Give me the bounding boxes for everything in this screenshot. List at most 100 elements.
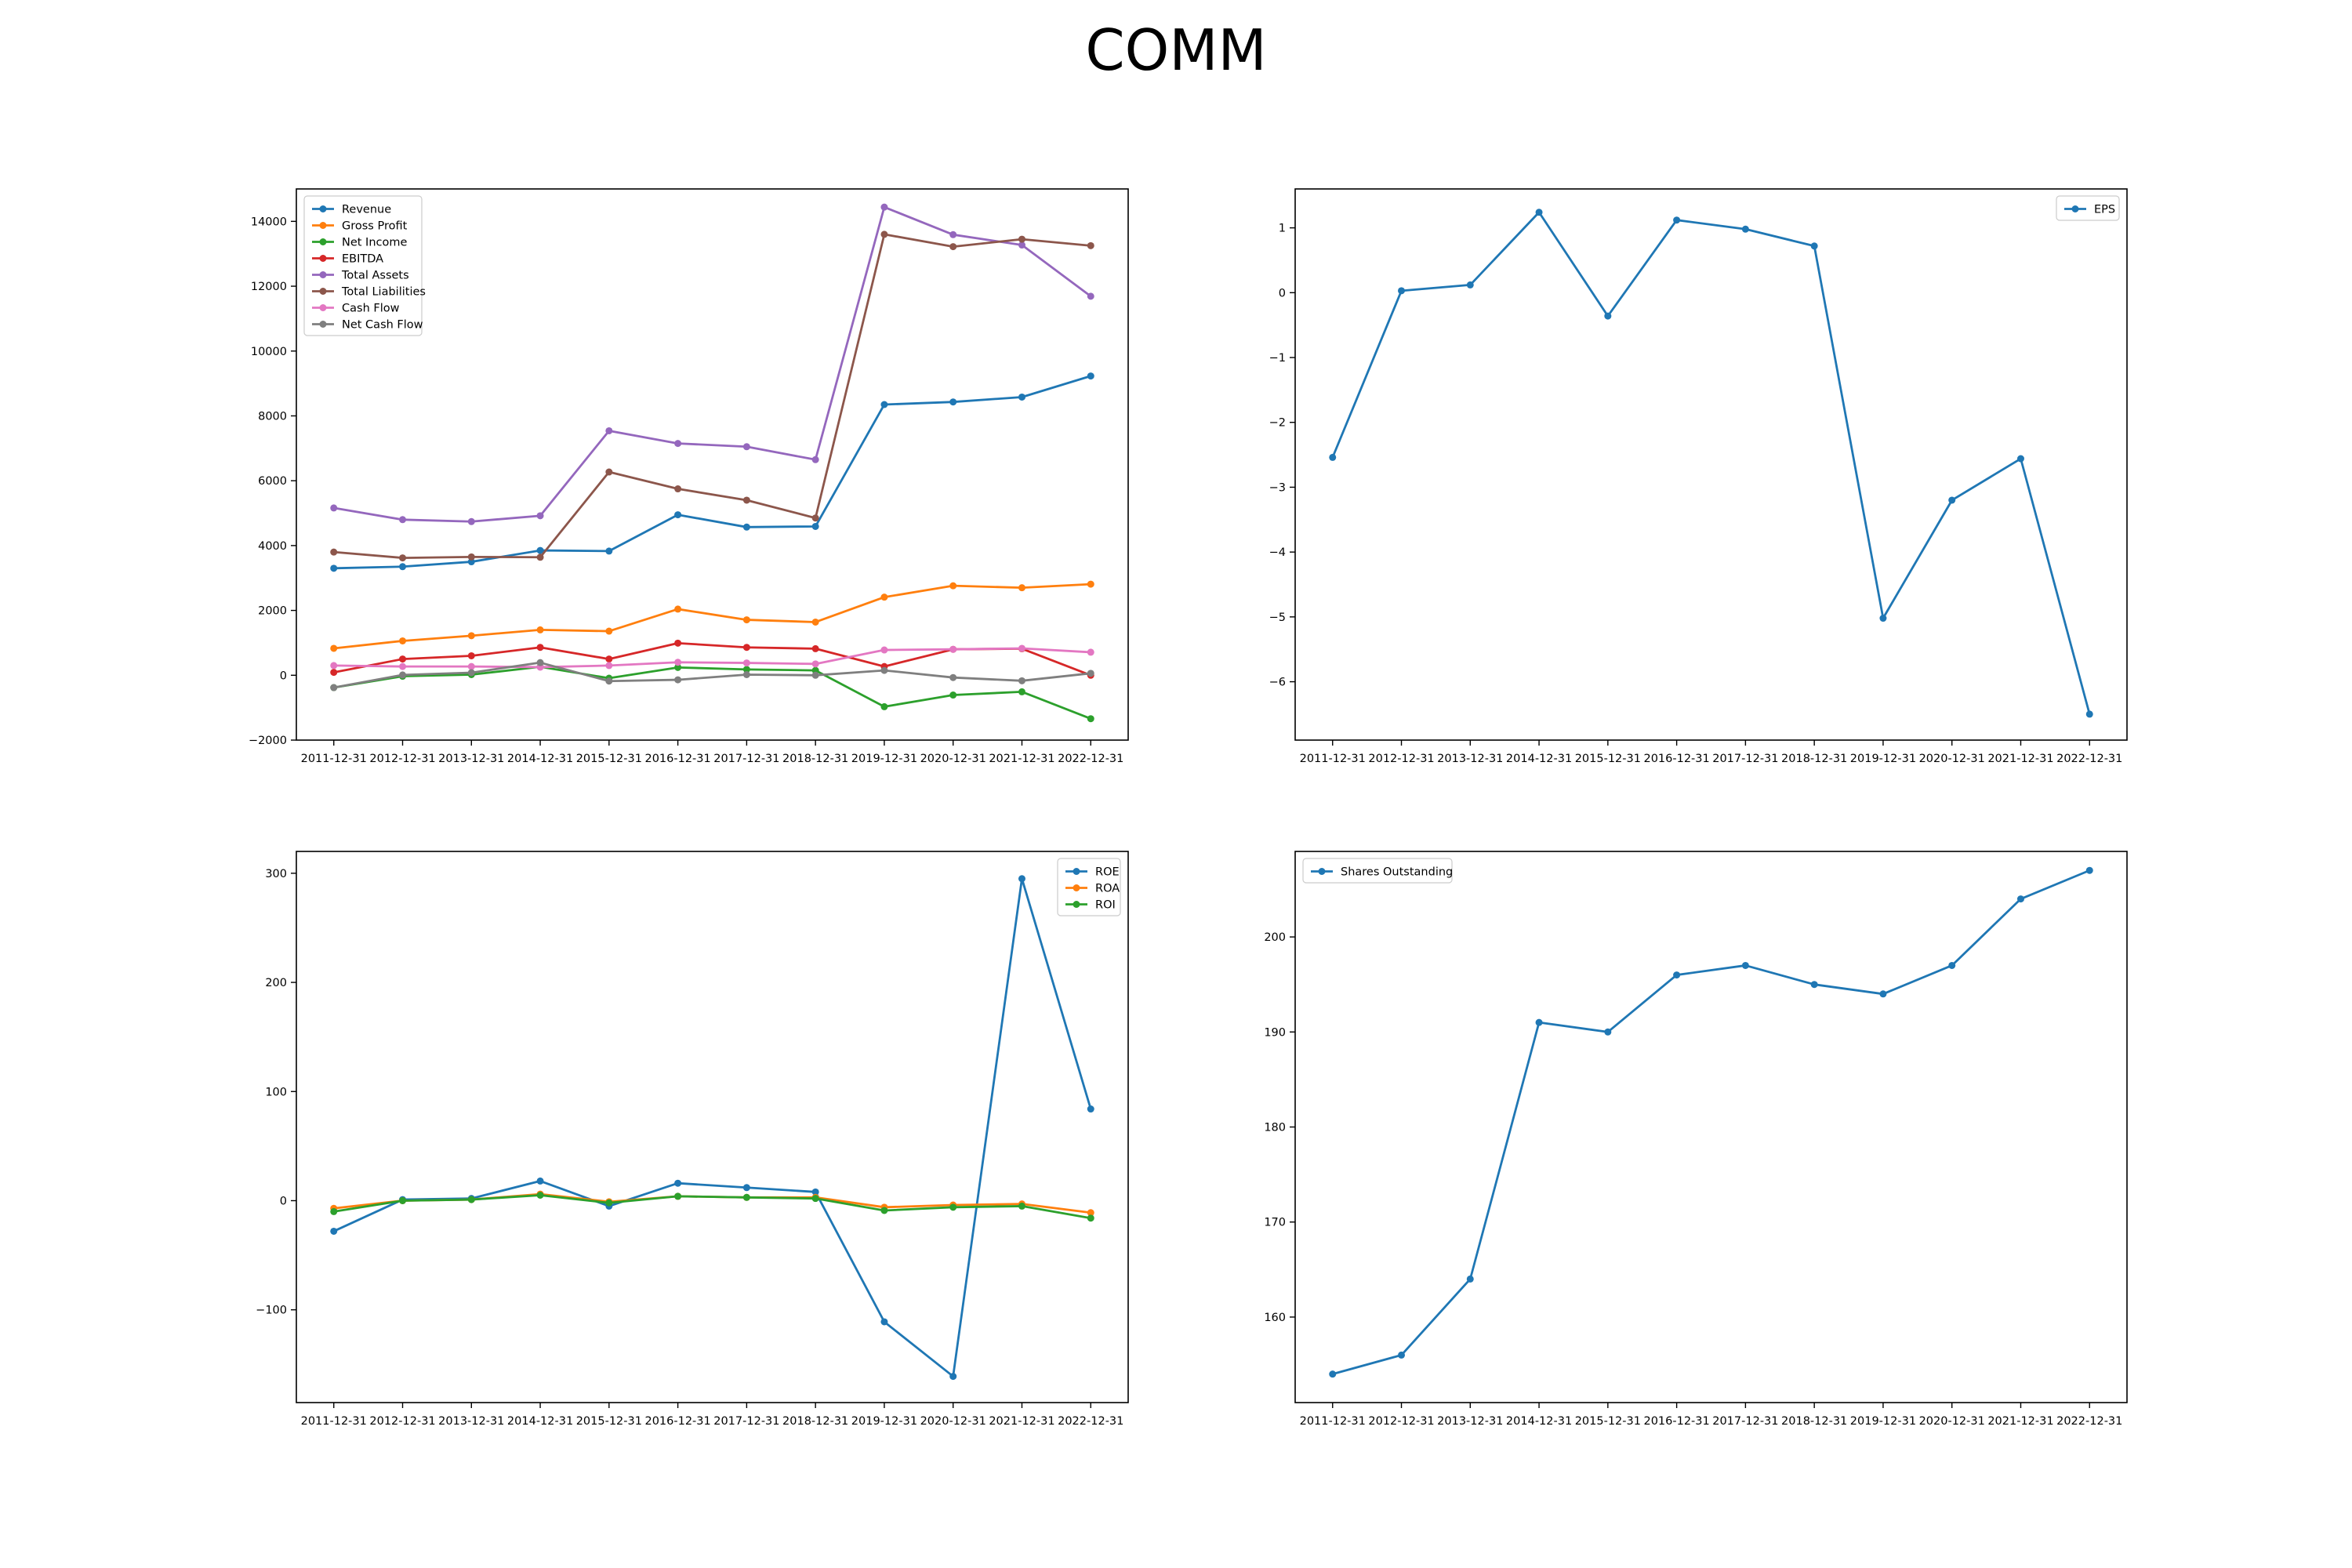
data-point xyxy=(399,554,407,562)
data-point xyxy=(1673,216,1681,224)
legend-box xyxy=(303,195,423,336)
axes-frame xyxy=(1294,188,2128,741)
x-tick-label: 2019-12-31 xyxy=(851,1415,917,1428)
axes-frame xyxy=(296,188,1129,741)
data-point xyxy=(949,645,957,653)
data-point xyxy=(605,662,613,670)
x-tick-label: 2012-12-31 xyxy=(369,1415,435,1428)
data-point xyxy=(467,1196,475,1203)
data-point xyxy=(1018,1202,1025,1210)
data-point xyxy=(1741,961,1749,969)
series-total-assets xyxy=(330,203,1094,525)
data-point xyxy=(1087,715,1094,723)
data-point xyxy=(605,547,613,555)
series-total-liabilities xyxy=(330,230,1094,562)
data-point xyxy=(811,1188,819,1196)
x-tick-label: 2011-12-31 xyxy=(1300,1415,1366,1428)
data-point xyxy=(536,1177,544,1185)
data-point xyxy=(1018,393,1025,401)
y-tick-label: 300 xyxy=(265,868,287,880)
data-point xyxy=(330,644,338,652)
legend-label: Net Cash Flow xyxy=(342,319,423,332)
data-point xyxy=(1741,225,1749,233)
data-point xyxy=(1673,971,1681,979)
data-point xyxy=(1329,453,1337,461)
legend-marker xyxy=(319,238,327,245)
data-point xyxy=(1087,670,1094,677)
legend-marker xyxy=(1073,868,1080,875)
series-roi xyxy=(330,1192,1094,1222)
legend-box xyxy=(2056,195,2120,221)
x-tick-label: 2022-12-31 xyxy=(1058,753,1123,765)
data-point xyxy=(1087,1209,1094,1217)
x-tick-label: 2012-12-31 xyxy=(1368,1415,1434,1428)
x-tick-label: 2018-12-31 xyxy=(782,753,848,765)
data-point xyxy=(880,230,888,238)
data-point xyxy=(467,632,475,640)
series-line xyxy=(333,1194,1091,1220)
data-point xyxy=(811,644,819,652)
data-point xyxy=(536,644,544,652)
data-point xyxy=(880,646,888,654)
data-point xyxy=(1466,1275,1474,1283)
data-point xyxy=(880,401,888,408)
y-tick-label: −2000 xyxy=(249,735,287,747)
x-tick-label: 2019-12-31 xyxy=(1850,1415,1916,1428)
data-point xyxy=(811,522,819,530)
x-tick-label: 2015-12-31 xyxy=(1575,753,1641,765)
y-tick-label: 170 xyxy=(1264,1217,1286,1229)
legend-label: Revenue xyxy=(342,204,391,216)
y-tick-label: 8000 xyxy=(258,410,287,423)
data-point xyxy=(674,676,682,684)
data-point xyxy=(811,666,819,674)
series-eps xyxy=(1329,209,2093,718)
series-roa xyxy=(330,1190,1094,1217)
x-tick-label: 2012-12-31 xyxy=(369,753,435,765)
series-gross-profit xyxy=(330,580,1094,652)
data-point xyxy=(605,677,613,685)
data-point xyxy=(1018,688,1025,695)
x-tick-label: 2020-12-31 xyxy=(1919,1415,1985,1428)
data-point xyxy=(880,203,888,211)
data-point xyxy=(674,1179,682,1187)
legend-box xyxy=(1302,858,1453,884)
data-point xyxy=(536,1192,544,1200)
legend-label: Cash Flow xyxy=(342,303,400,315)
data-point xyxy=(2016,895,2024,903)
x-tick-label: 2011-12-31 xyxy=(301,1415,367,1428)
data-point xyxy=(811,660,819,668)
data-point xyxy=(1018,875,1025,883)
y-tick-label: 4000 xyxy=(258,540,287,553)
chart-panel-2: 2011-12-31 2012-12-31 2013-12-31 2014-12-31… xyxy=(1269,188,2128,765)
data-point xyxy=(330,1227,338,1235)
x-tick-label: 2014-12-31 xyxy=(1506,1415,1572,1428)
data-point xyxy=(742,659,750,667)
x-tick-label: 2013-12-31 xyxy=(1437,753,1503,765)
data-point xyxy=(1018,644,1025,652)
x-tick-label: 2016-12-31 xyxy=(1643,753,1709,765)
data-point xyxy=(467,558,475,566)
data-point xyxy=(674,1192,682,1200)
data-point xyxy=(674,639,682,647)
x-tick-label: 2016-12-31 xyxy=(1643,1415,1709,1428)
data-point xyxy=(399,563,407,571)
x-tick-label: 2022-12-31 xyxy=(2056,753,2122,765)
data-point xyxy=(399,1196,407,1204)
x-tick-label: 2013-12-31 xyxy=(1437,1415,1503,1428)
legend-marker xyxy=(1073,884,1080,891)
data-point xyxy=(674,485,682,493)
x-tick-label: 2014-12-31 xyxy=(1506,753,1572,765)
data-point xyxy=(1535,209,1543,216)
data-point xyxy=(605,655,613,663)
data-point xyxy=(2016,455,2024,463)
legend-marker xyxy=(319,205,327,212)
legend-label: Total Assets xyxy=(341,270,409,282)
legend-marker xyxy=(1073,901,1080,908)
data-point xyxy=(330,684,338,691)
y-tick-label: −1 xyxy=(1269,352,1286,365)
data-point xyxy=(742,443,750,451)
series-shares-outstanding xyxy=(1329,866,2093,1378)
data-point xyxy=(2085,710,2093,718)
legend-marker xyxy=(1318,868,1326,875)
